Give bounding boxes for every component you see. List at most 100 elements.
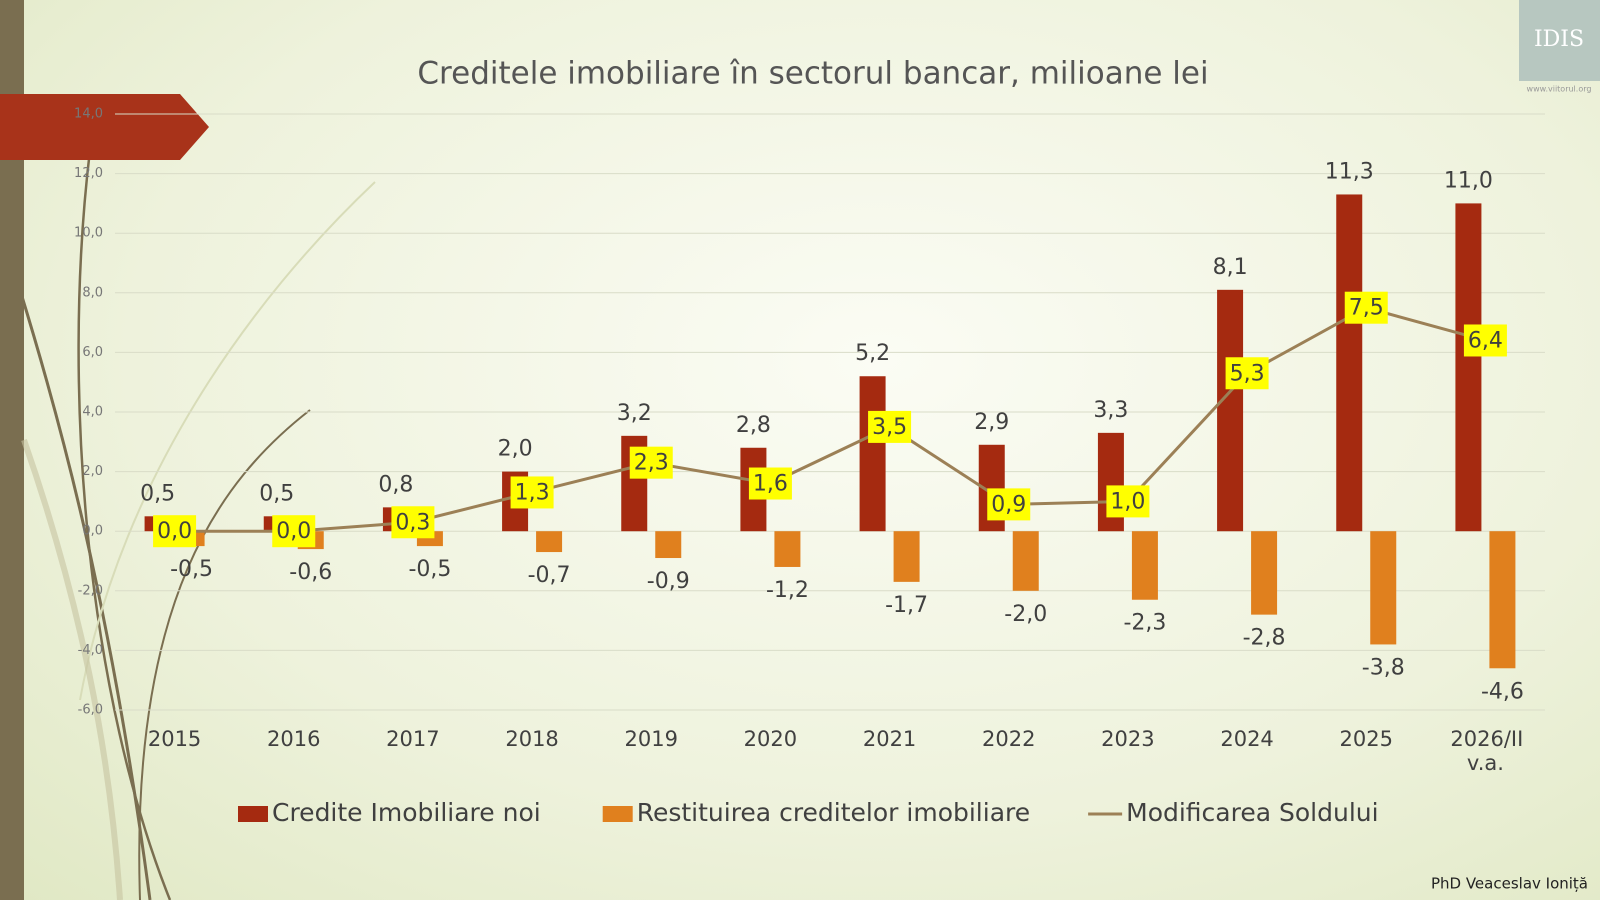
x-tick-label: 2019	[624, 727, 678, 751]
y-tick-label: -6,0	[78, 703, 103, 718]
logo-text: IDIS	[1534, 27, 1584, 52]
label-box	[1106, 485, 1150, 518]
x-tick-label: 2026/II v.a.	[1450, 727, 1524, 775]
legend-label: Modificarea Soldului	[1126, 798, 1378, 827]
data-label: 2,3	[634, 451, 669, 476]
data-label: -0,7	[528, 563, 571, 588]
bar	[536, 531, 563, 553]
y-tick-label: 12,0	[74, 166, 103, 181]
label-box	[629, 446, 673, 479]
data-label: 11,0	[1444, 168, 1493, 193]
data-label: -1,2	[766, 578, 809, 603]
label-box	[391, 506, 435, 539]
y-tick-label: 4,0	[82, 405, 103, 420]
data-label: 7,5	[1349, 296, 1384, 321]
y-tick-label: 0,0	[82, 524, 103, 539]
x-tick-label: 2023	[1101, 727, 1155, 751]
data-label: 3,5	[872, 415, 907, 440]
x-tick-label: 2016	[267, 727, 321, 751]
data-label: -2,0	[1004, 602, 1047, 627]
data-label: 0,5	[140, 481, 175, 506]
decor-curve	[21, 439, 123, 900]
bar	[655, 531, 682, 559]
label-box	[1225, 357, 1269, 390]
decor-arrow	[0, 94, 209, 160]
data-label: 1,3	[515, 480, 550, 505]
legend-label: Restituirea creditelor imobiliare	[637, 798, 1030, 827]
decor-curve	[138, 409, 311, 900]
logo-box	[1519, 0, 1600, 81]
data-label: -0,5	[170, 557, 213, 582]
data-label: 5,3	[1230, 361, 1265, 386]
bar	[1455, 203, 1482, 532]
y-tick-label: 8,0	[82, 285, 103, 300]
legend-label: Credite Imobiliare noi	[272, 798, 541, 827]
line	[174, 306, 1486, 533]
y-tick-label: 10,0	[74, 226, 103, 241]
data-label: -0,6	[289, 560, 332, 585]
label-box	[1344, 291, 1388, 324]
data-label: 0,0	[157, 519, 192, 544]
bar	[1012, 531, 1039, 591]
x-tick-label: 2024	[1220, 727, 1274, 751]
legend-swatch	[238, 806, 268, 822]
label-box	[748, 467, 792, 500]
bar	[774, 531, 801, 567]
x-tick-label: 2020	[743, 727, 798, 751]
data-label: 6,4	[1468, 328, 1503, 353]
decor-curve	[18, 289, 152, 900]
y-tick-label: 6,0	[82, 345, 103, 360]
data-label: -1,7	[885, 593, 928, 618]
data-label: -2,3	[1123, 611, 1166, 636]
data-label: 1,6	[753, 472, 788, 497]
x-tick-label: 2021	[862, 727, 917, 751]
data-label: 11,3	[1325, 159, 1374, 184]
y-tick-label: 14,0	[74, 107, 103, 122]
label-box	[987, 488, 1031, 521]
bar	[1251, 531, 1278, 615]
x-tick-label: 2015	[147, 727, 202, 751]
label-box	[153, 515, 197, 548]
data-label: 3,3	[1093, 398, 1128, 423]
y-tick-label: -4,0	[78, 643, 103, 658]
data-label: 3,2	[617, 401, 652, 426]
label-box	[272, 515, 316, 548]
data-label: -2,8	[1243, 626, 1286, 651]
bar	[893, 531, 920, 582]
chart-title: Creditele imobiliare în sectorul bancar,…	[417, 56, 1208, 92]
label-box	[868, 410, 912, 443]
data-label: 0,3	[395, 510, 430, 535]
legend-swatch	[602, 806, 633, 822]
x-tick-label: 2018	[505, 727, 559, 751]
x-tick-label: 2017	[386, 727, 440, 751]
bar	[1370, 531, 1397, 645]
bar	[1131, 531, 1158, 600]
footer: PhD Veaceslav Ioniță	[1431, 875, 1588, 893]
bar	[1489, 531, 1516, 669]
data-label: 0,8	[378, 472, 413, 497]
data-label: -4,6	[1481, 679, 1524, 704]
data-label: -3,8	[1362, 655, 1405, 680]
data-label: 8,1	[1213, 255, 1248, 280]
label-box	[510, 476, 554, 509]
decor-curve	[77, 149, 172, 900]
logo-url: www.viitorul.org	[1527, 85, 1592, 94]
data-label: 0,9	[991, 492, 1026, 517]
data-label: 2,0	[498, 437, 533, 462]
x-tick-label: 2022	[982, 727, 1036, 751]
data-label: 2,8	[736, 413, 771, 438]
y-tick-label: 2,0	[82, 464, 103, 479]
label-box	[1463, 324, 1507, 357]
bar	[859, 376, 886, 532]
data-label: 0,5	[259, 481, 294, 506]
bar	[1336, 194, 1363, 532]
bar	[1217, 289, 1244, 532]
y-tick-label: -2,0	[78, 583, 103, 598]
data-label: 2,9	[974, 410, 1009, 435]
data-label: 5,2	[855, 341, 890, 366]
x-tick-label: 2025	[1339, 727, 1393, 751]
data-label: 0,0	[276, 519, 311, 544]
data-label: 1,0	[1110, 489, 1145, 514]
